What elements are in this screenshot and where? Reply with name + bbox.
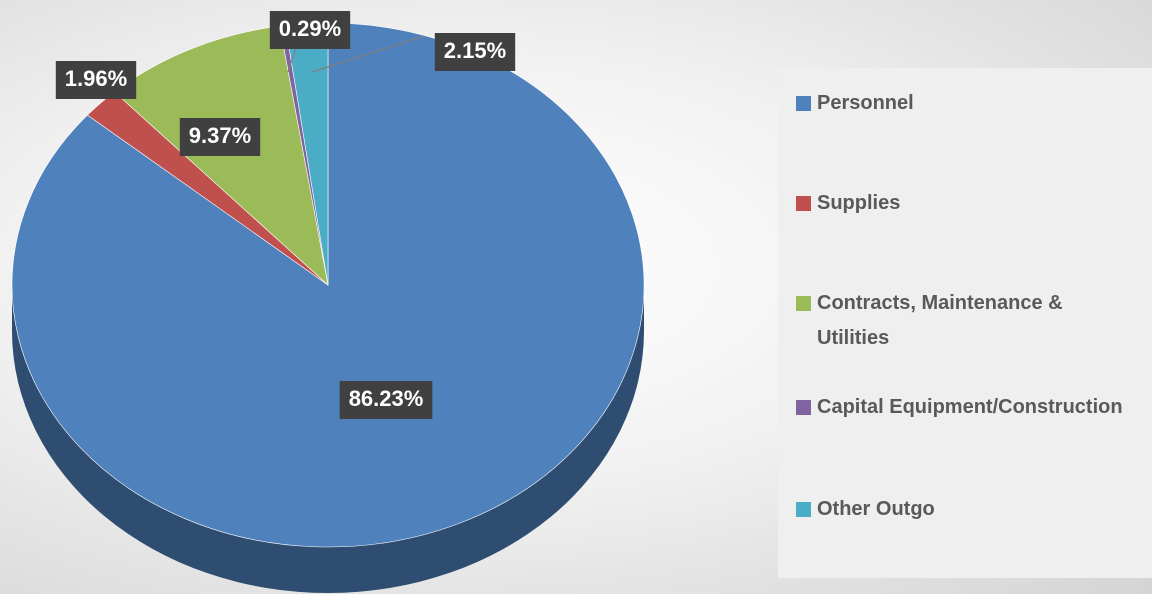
legend-swatch: [796, 196, 811, 211]
data-label: 2.15%: [444, 38, 506, 63]
data-label: 9.37%: [189, 123, 251, 148]
pie-side: [12, 285, 644, 593]
legend-swatch: [796, 502, 811, 517]
legend: Personnel Supplies Contracts, Maintenance …: [778, 68, 1152, 578]
legend-swatch: [796, 296, 811, 311]
legend-entry: Other Outgo: [796, 492, 1136, 527]
legend-label: Supplies: [817, 192, 901, 214]
legend-label: Contracts, Maintenance & Utilities: [817, 292, 1063, 349]
legend-label: Capital Equipment/Construction: [817, 396, 1123, 418]
legend-label: Other Outgo: [817, 498, 935, 520]
legend-entry: Personnel: [796, 86, 1136, 121]
legend-label: Personnel: [817, 92, 914, 114]
data-label-box: [434, 33, 516, 71]
data-label: 1.96%: [65, 66, 127, 91]
data-label-box: [179, 118, 261, 156]
legend-entry: Contracts, Maintenance & Utilities: [796, 286, 1136, 356]
legend-swatch: [796, 400, 811, 415]
data-label-box: [269, 11, 351, 49]
leader-line: [287, 47, 297, 73]
leader-line: [311, 35, 425, 73]
legend-entry: Capital Equipment/Construction: [796, 390, 1136, 425]
legend-swatch: [796, 96, 811, 111]
data-label: 0.29%: [279, 16, 341, 41]
data-label-box: [55, 61, 137, 99]
data-label-box: [339, 381, 433, 419]
data-label: 86.23%: [349, 386, 424, 411]
legend-entry: Supplies: [796, 186, 1136, 221]
